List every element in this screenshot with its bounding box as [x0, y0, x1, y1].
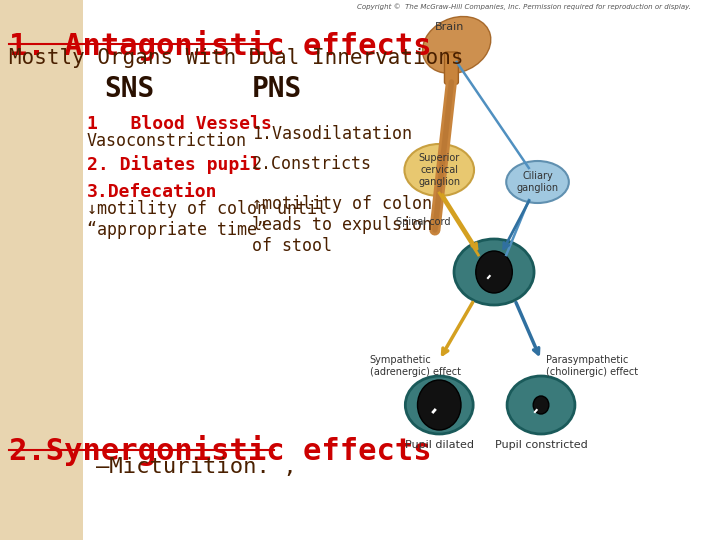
- Text: SNS: SNS: [104, 75, 155, 103]
- Ellipse shape: [507, 376, 575, 434]
- Ellipse shape: [405, 376, 473, 434]
- Text: Sympathetic
(adrenergic) effect: Sympathetic (adrenergic) effect: [369, 355, 461, 376]
- Text: Parasympathetic
(cholinergic) effect: Parasympathetic (cholinergic) effect: [546, 355, 639, 376]
- Text: Pupil constricted: Pupil constricted: [495, 440, 588, 450]
- Text: 3.Defecation: 3.Defecation: [87, 183, 217, 201]
- Text: Pupil dilated: Pupil dilated: [405, 440, 474, 450]
- Text: 2.Constricts: 2.Constricts: [252, 155, 372, 173]
- Ellipse shape: [405, 144, 474, 196]
- Text: ↓motility of colon until
“appropriate time”: ↓motility of colon until “appropriate ti…: [87, 200, 327, 239]
- Bar: [83, 0, 626, 540]
- Text: 2.Synergonistic effects: 2.Synergonistic effects: [9, 435, 431, 466]
- Ellipse shape: [418, 380, 461, 430]
- Text: 2. Dilates pupil: 2. Dilates pupil: [87, 155, 261, 174]
- Text: –Micturition. ,: –Micturition. ,: [96, 457, 297, 477]
- Ellipse shape: [476, 251, 513, 293]
- FancyBboxPatch shape: [444, 52, 459, 84]
- Text: Spinal cord: Spinal cord: [396, 217, 450, 227]
- Text: Brain: Brain: [435, 22, 464, 32]
- Text: 1.Vasodilatation: 1.Vasodilatation: [252, 125, 413, 143]
- Text: 1   Blood Vessels: 1 Blood Vessels: [87, 115, 272, 133]
- Ellipse shape: [506, 161, 569, 203]
- Text: Ciliary
ganglion: Ciliary ganglion: [516, 171, 559, 193]
- Text: PNS: PNS: [252, 75, 302, 103]
- Text: Mostly Organs With Dual Innervations: Mostly Organs With Dual Innervations: [9, 48, 463, 68]
- Ellipse shape: [454, 239, 534, 305]
- Text: Copyright ©  The McGraw-Hill Companies, Inc. Permission required for reproductio: Copyright © The McGraw-Hill Companies, I…: [356, 3, 690, 10]
- Text: 1. Antagonistic effects: 1. Antagonistic effects: [9, 30, 431, 61]
- Bar: [0, 0, 83, 540]
- Text: Superior
cervical
ganglion: Superior cervical ganglion: [418, 153, 460, 187]
- Ellipse shape: [423, 17, 491, 73]
- Text: ↑motility of colon
leads to expulsion
of stool: ↑motility of colon leads to expulsion of…: [252, 195, 432, 254]
- Ellipse shape: [534, 396, 549, 414]
- Text: Vasoconstriction: Vasoconstriction: [87, 132, 247, 150]
